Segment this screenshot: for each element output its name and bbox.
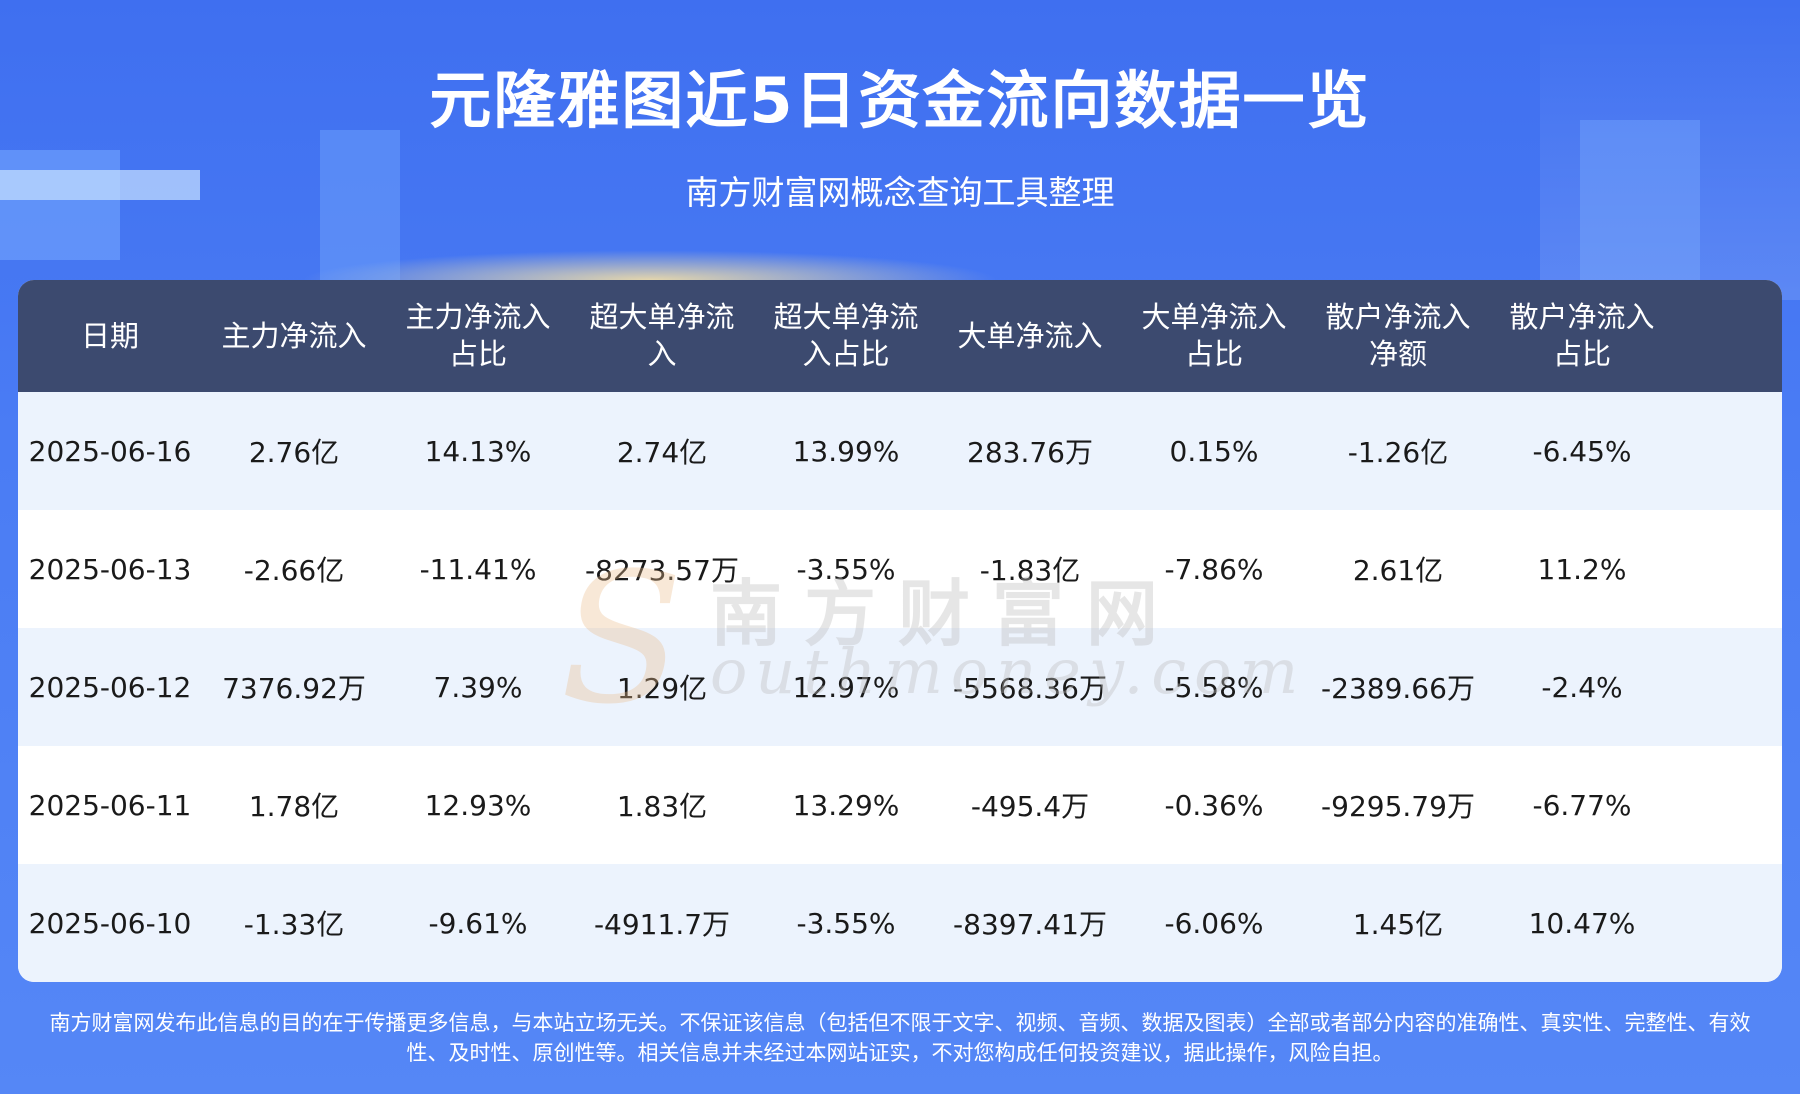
column-header-line: 占比 (1184, 337, 1243, 371)
value-cell: -9.61% (386, 864, 570, 982)
value-cell: 14.13% (386, 392, 570, 510)
table-row: 2025-06-16 2.76亿 14.13% 2.74亿 13.99% 283.76万 0… (18, 392, 1782, 510)
column-header-line: 入 (647, 337, 677, 371)
value-cell: -5.58% (1122, 628, 1306, 746)
value-cell: -2.66亿 (202, 510, 386, 628)
row-spacer (1674, 510, 1782, 628)
date-cell: 2025-06-12 (18, 628, 202, 746)
date-cell: 2025-06-10 (18, 864, 202, 982)
table-row: 2025-06-13 -2.66亿 -11.41% -8273.57万 -3.55% -1… (18, 510, 1782, 628)
value-cell: -1.33亿 (202, 864, 386, 982)
value-cell: 11.2% (1490, 510, 1674, 628)
value-cell: -8273.57万 (570, 510, 754, 628)
value-cell: 10.47% (1490, 864, 1674, 982)
value-cell: -2.4% (1490, 628, 1674, 746)
value-cell: -8397.41万 (938, 864, 1122, 982)
value-cell: 1.29亿 (570, 628, 754, 746)
page-subtitle: 南方财富网概念查询工具整理 (685, 173, 1115, 212)
value-cell: -6.77% (1490, 746, 1674, 864)
row-spacer (1674, 628, 1782, 746)
date-cell: 2025-06-13 (18, 510, 202, 628)
disclaimer: 南方财富网发布此信息的目的在于传播更多信息，与本站立场无关。不保证该信息（包括但… (0, 1008, 1800, 1068)
value-cell: 2.61亿 (1306, 510, 1490, 628)
fund-flow-table: 日期 主力净流入 主力净流入 占比 超大单净流入超大单净流 入占比 大单净流入 大单净流入 占比… (18, 280, 1782, 982)
column-header-line: 主力净流入 (221, 318, 367, 353)
column-header-line: 大单净流入 (957, 318, 1103, 353)
column-header: 主力净流入 占比 (386, 280, 570, 392)
column-header: 主力净流入 (202, 280, 386, 392)
column-header: 散户净流入 净额 (1306, 280, 1490, 392)
row-spacer (1674, 746, 1782, 864)
data-table-card: 日期 主力净流入 主力净流入 占比 超大单净流入超大单净流 入占比 大单净流入 大单净流入 占比… (18, 280, 1782, 982)
table-body: 2025-06-16 2.76亿 14.13% 2.74亿 13.99% 283.76万 0… (18, 392, 1782, 982)
column-header: 大单净流入 占比 (1122, 280, 1306, 392)
date-cell: 2025-06-16 (18, 392, 202, 510)
value-cell: 12.97% (754, 628, 938, 746)
value-cell: 7376.92万 (202, 628, 386, 746)
table-row: 2025-06-12 7376.92万 7.39% 1.29亿 12.97% -5568.… (18, 628, 1782, 746)
value-cell: -9295.79万 (1306, 746, 1490, 864)
column-header-line: 超大单净流 (773, 300, 919, 334)
column-header: 超大单净流入 (570, 280, 754, 392)
table-row: 2025-06-11 1.78亿 12.93% 1.83亿 13.29% -495.4万 -… (18, 746, 1782, 864)
value-cell: 13.29% (754, 746, 938, 864)
value-cell: 2.74亿 (570, 392, 754, 510)
disclaimer-line-1: 南方财富网发布此信息的目的在于传播更多信息，与本站立场无关。不保证该信息（包括但… (49, 1011, 1751, 1035)
table-header-row: 日期 主力净流入 主力净流入 占比 超大单净流入超大单净流 入占比 大单净流入 大单净流入 占比… (18, 280, 1782, 392)
value-cell: 7.39% (386, 628, 570, 746)
column-header-line: 入占比 (802, 337, 890, 371)
row-spacer (1674, 864, 1782, 982)
value-cell: 12.93% (386, 746, 570, 864)
value-cell: -2389.66万 (1306, 628, 1490, 746)
table-row: 2025-06-10 -1.33亿 -9.61% -4911.7万 -3.55% -839… (18, 864, 1782, 982)
value-cell: -4911.7万 (570, 864, 754, 982)
value-cell: -3.55% (754, 510, 938, 628)
value-cell: 13.99% (754, 392, 938, 510)
column-header: 日期 (18, 280, 202, 392)
column-header-line: 主力净流入 (405, 300, 551, 334)
column-header-line: 占比 (1552, 337, 1611, 371)
column-header-line: 大单净流入 (1141, 300, 1287, 334)
value-cell: -5568.36万 (938, 628, 1122, 746)
column-header-line: 散户净流入 (1509, 300, 1655, 334)
value-cell: -6.06% (1122, 864, 1306, 982)
column-header-line: 日期 (80, 318, 139, 353)
value-cell: -6.45% (1490, 392, 1674, 510)
column-header: 散户净流入 占比 (1490, 280, 1674, 392)
value-cell: 1.78亿 (202, 746, 386, 864)
column-header-line: 超大单净流 (589, 300, 735, 334)
value-cell: 283.76万 (938, 392, 1122, 510)
value-cell: -1.26亿 (1306, 392, 1490, 510)
column-header-line: 散户净流入 (1325, 300, 1471, 334)
column-header-line: 净额 (1368, 337, 1427, 371)
disclaimer-line-2: 性、及时性、原创性等。相关信息并未经过本网站证实，不对您构成任何投资建议，据此操… (406, 1041, 1394, 1065)
value-cell: 2.76亿 (202, 392, 386, 510)
row-spacer (1674, 392, 1782, 510)
value-cell: 0.15% (1122, 392, 1306, 510)
background-decoration (0, 0, 1800, 300)
value-cell: -0.36% (1122, 746, 1306, 864)
value-cell: -11.41% (386, 510, 570, 628)
value-cell: 1.83亿 (570, 746, 754, 864)
value-cell: -1.83亿 (938, 510, 1122, 628)
page-title: 元隆雅图近5日资金流向数据一览 (429, 64, 1371, 137)
column-header: 大单净流入 (938, 280, 1122, 392)
value-cell: -3.55% (754, 864, 938, 982)
date-cell: 2025-06-11 (18, 746, 202, 864)
value-cell: -495.4万 (938, 746, 1122, 864)
column-header-line: 占比 (448, 337, 507, 371)
header-spacer (1674, 280, 1782, 392)
column-header: 超大单净流 入占比 (754, 280, 938, 392)
value-cell: -7.86% (1122, 510, 1306, 628)
value-cell: 1.45亿 (1306, 864, 1490, 982)
